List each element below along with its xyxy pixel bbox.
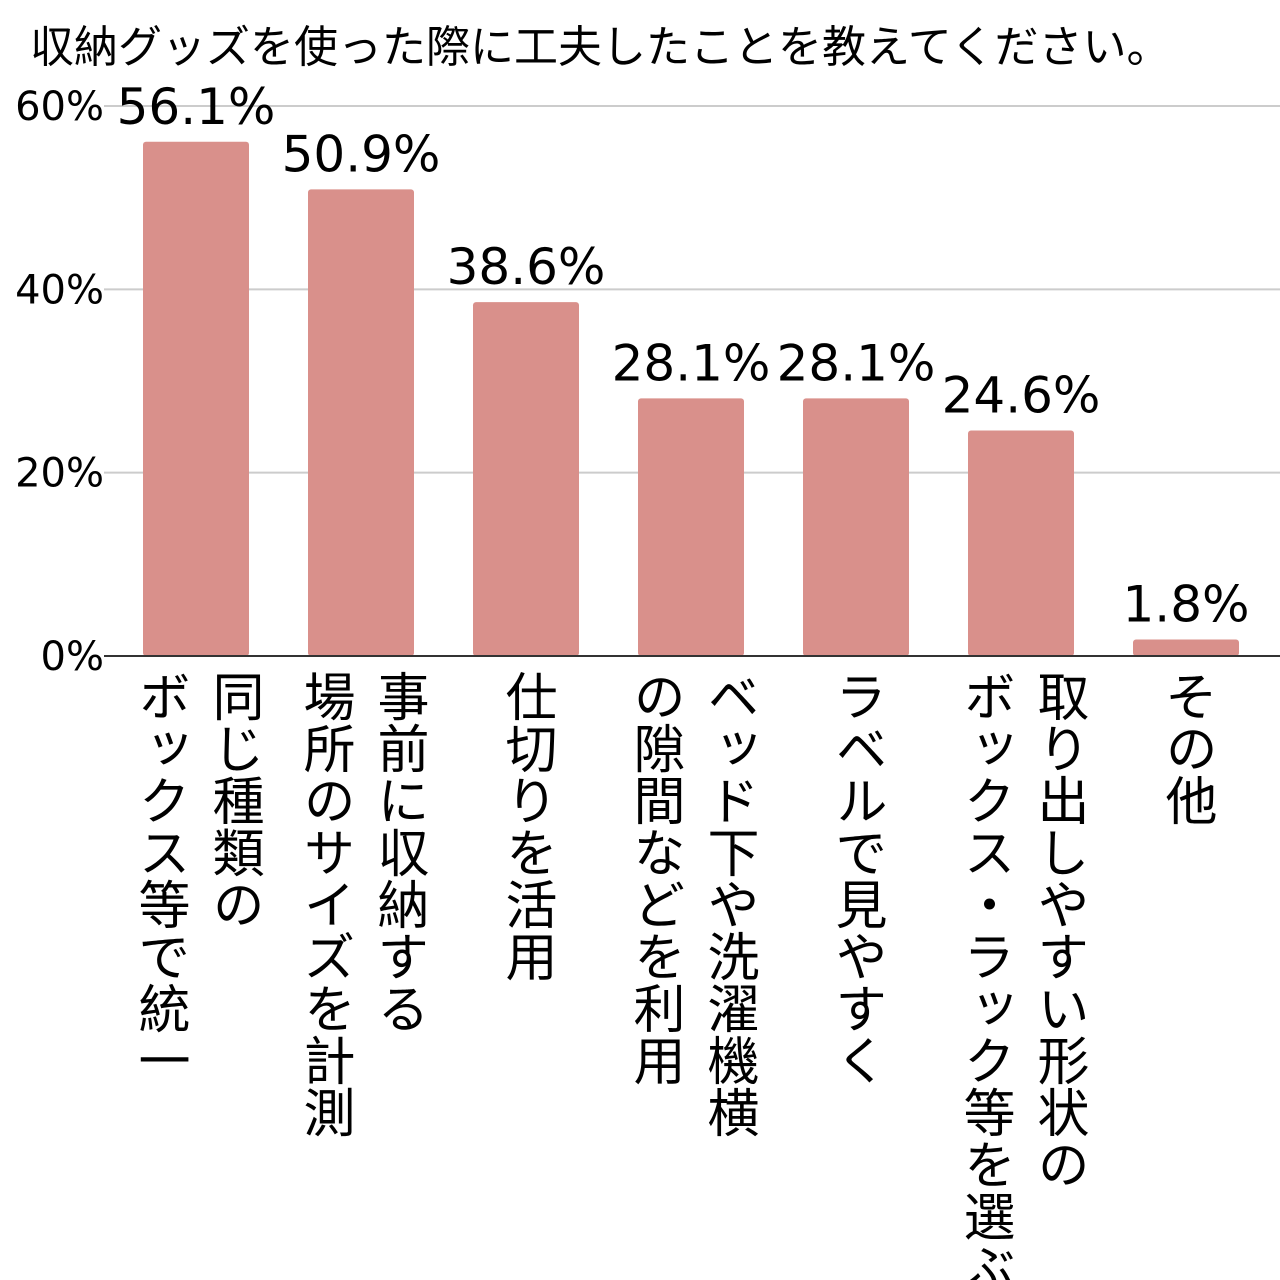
value-label: 24.6% — [942, 367, 1101, 425]
bars — [143, 141, 1239, 656]
value-label: 1.8% — [1122, 576, 1249, 634]
bar — [1133, 639, 1239, 656]
y-tick-label: 40% — [15, 267, 104, 313]
y-tick-label: 60% — [15, 84, 104, 130]
category-label: 事前に収納する — [368, 670, 428, 1034]
category-label: 場所のサイズを計測 — [294, 670, 354, 1138]
category-label: ボックス・ラック等を選ぶ — [954, 670, 1014, 1280]
value-label: 38.6% — [447, 238, 606, 296]
category-label: の隙間などを利用 — [624, 670, 684, 1086]
bar — [143, 141, 249, 656]
value-label: 28.1% — [612, 334, 771, 392]
bar — [803, 398, 909, 656]
category-label: ベッド下や洗濯機横 — [698, 670, 758, 1138]
bar — [473, 302, 579, 656]
category-label: 同じ種類の — [203, 670, 263, 930]
bar — [638, 398, 744, 656]
chart-title: 収納グッズを使った際に工夫したことを教えてください。 — [30, 22, 1170, 73]
category-label: ラベルで見やすく — [826, 670, 886, 1086]
value-label: 28.1% — [777, 334, 936, 392]
category-label: その他 — [1156, 670, 1217, 826]
bar — [968, 430, 1074, 656]
y-tick-label: 0% — [41, 634, 104, 680]
value-labels: 56.1%50.9%38.6%28.1% 28.1%24.6%1.8% — [117, 78, 1250, 634]
bar — [308, 189, 414, 656]
y-axis-ticks: 0% 20% 40% 60% — [15, 84, 104, 680]
value-label: 50.9% — [282, 125, 441, 183]
value-label: 56.1% — [117, 78, 276, 136]
y-tick-label: 20% — [15, 451, 104, 497]
category-label: 取り出しやすい形状の — [1028, 670, 1088, 1190]
category-label: ボックス等で統一 — [129, 670, 189, 1086]
category-label: 仕切りを活用 — [496, 670, 556, 982]
